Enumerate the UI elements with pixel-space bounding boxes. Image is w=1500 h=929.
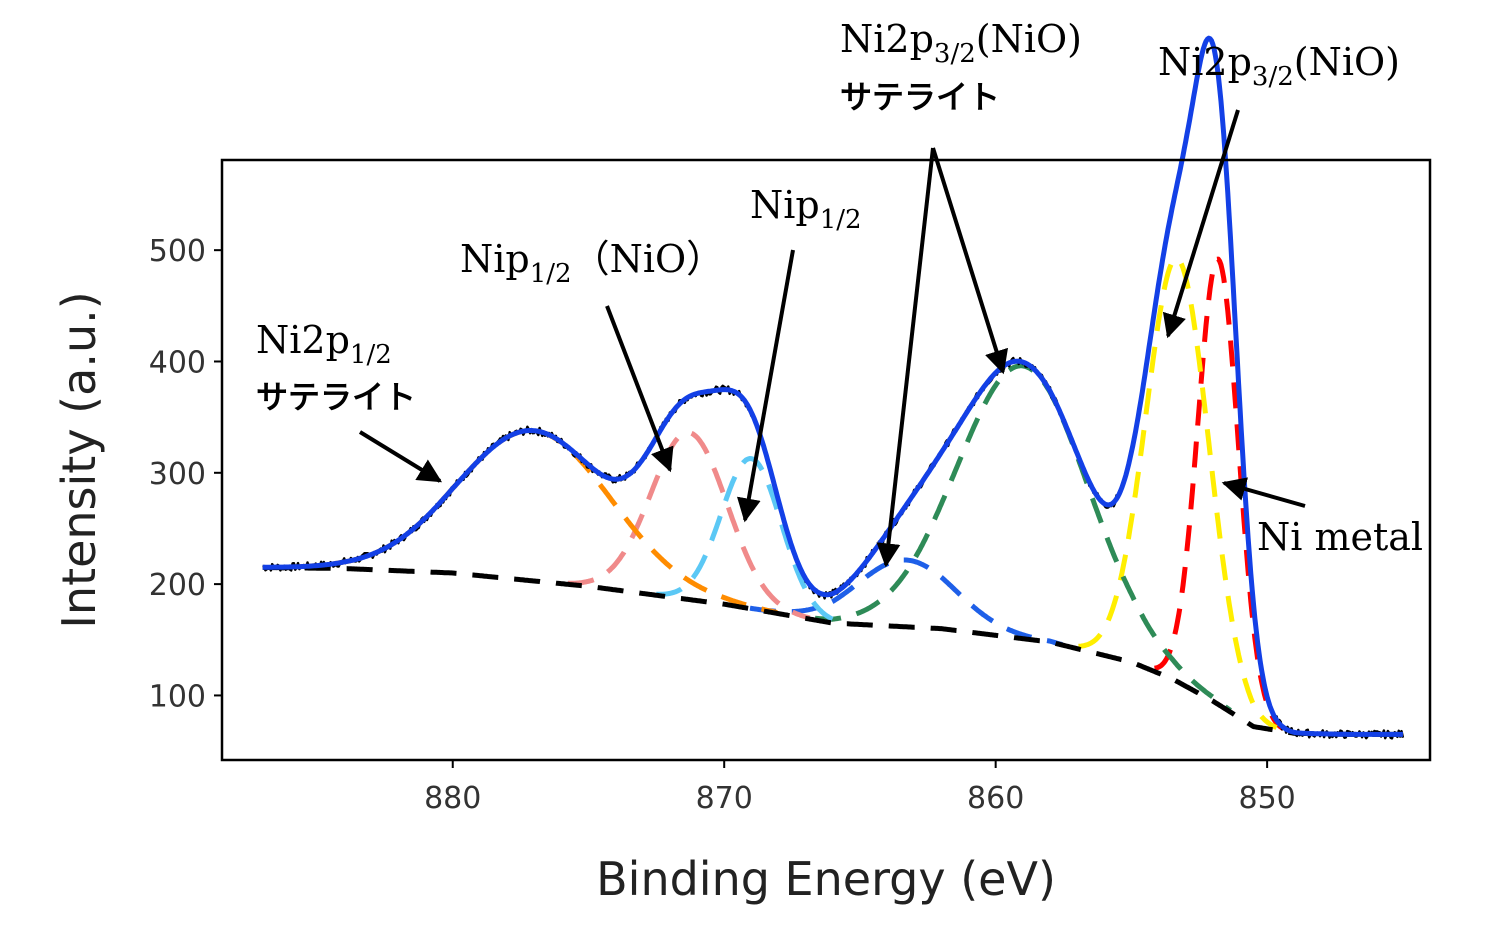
- annotation-main: Ni2p: [840, 17, 934, 61]
- annotation-main: Ni2p: [1158, 40, 1252, 84]
- x-axis: 880 870 860 850: [424, 760, 1296, 816]
- y-tick-label: 100: [149, 679, 206, 714]
- y-tick-label: 400: [149, 345, 206, 380]
- svg-text:Nip1/2（NiO）: Nip1/2（NiO）: [460, 237, 724, 289]
- peak-component-1: [1077, 255, 1278, 730]
- annotation-rest: (NiO): [1294, 40, 1400, 84]
- annotation-arrow: [358, 430, 443, 483]
- annotation-arrow: [1221, 477, 1306, 508]
- peak-component-4: [655, 456, 848, 626]
- peak-component-6: [290, 428, 779, 615]
- annotation-nip12: Nip1/2: [736, 183, 862, 523]
- x-tick-label: 850: [1238, 781, 1295, 816]
- envelope-fit-line: [261, 35, 1404, 737]
- annotation-arrow: [1162, 109, 1240, 339]
- annotation-main: Ni metal: [1257, 515, 1423, 559]
- annotation-sub: 3/2: [1252, 62, 1294, 92]
- annotation-arrow: [876, 147, 935, 568]
- annotation-ni2p32-nio-satellite: Ni2p3/2(NiO) サテライト: [840, 17, 1082, 568]
- svg-text:Ni2p1/2: Ni2p1/2: [256, 318, 392, 370]
- y-axis-title: Intensity (a.u.): [52, 291, 106, 628]
- y-tick-label: 500: [149, 234, 206, 269]
- x-tick-label: 860: [967, 781, 1024, 816]
- x-axis-title: Binding Energy (eV): [596, 852, 1056, 906]
- annotation-ni-metal: Ni metal: [1221, 477, 1423, 559]
- annotation-main: Nip: [750, 183, 820, 227]
- annotation-main: Nip: [460, 237, 530, 281]
- x-tick-label: 870: [696, 781, 753, 816]
- y-tick-label: 300: [149, 457, 206, 492]
- annotation-sub: 1/2: [530, 259, 572, 289]
- annotation-nip12-nio: Nip1/2（NiO）: [460, 237, 724, 473]
- annotation-arrow: [931, 147, 1009, 375]
- x-tick-label: 880: [424, 781, 481, 816]
- annotation-ni2p32-nio: Ni2p3/2(NiO): [1158, 40, 1400, 339]
- annotation-sub: 1/2: [350, 340, 392, 370]
- annotation-sub: 3/2: [934, 39, 976, 69]
- annotation-rest: （NiO）: [572, 237, 725, 281]
- y-axis: 100 200 300 400 500: [149, 234, 222, 714]
- peak-component-2: [814, 363, 1232, 713]
- annotation-arrow: [605, 305, 674, 473]
- annotation-arrow: [736, 249, 795, 523]
- peak-component-5: [567, 430, 811, 621]
- annotation-line2: サテライト: [840, 78, 1000, 116]
- annotation-sub: 1/2: [820, 205, 862, 235]
- annotation-rest: (NiO): [976, 17, 1082, 61]
- svg-text:Ni2p3/2(NiO): Ni2p3/2(NiO): [840, 17, 1082, 69]
- y-tick-label: 200: [149, 568, 206, 603]
- svg-text:Ni2p3/2(NiO): Ni2p3/2(NiO): [1158, 40, 1400, 92]
- plot-frame: [220, 158, 1432, 762]
- series-layer: [261, 35, 1405, 740]
- peak-component-3: [748, 557, 1064, 648]
- svg-text:Nip1/2: Nip1/2: [750, 183, 862, 235]
- annotation-ni2p12-satellite: Ni2p1/2 サテライト: [256, 318, 443, 483]
- annotation-main: Ni2p: [256, 318, 350, 362]
- background-line: [261, 564, 1404, 737]
- annotation-line2: サテライト: [256, 378, 416, 416]
